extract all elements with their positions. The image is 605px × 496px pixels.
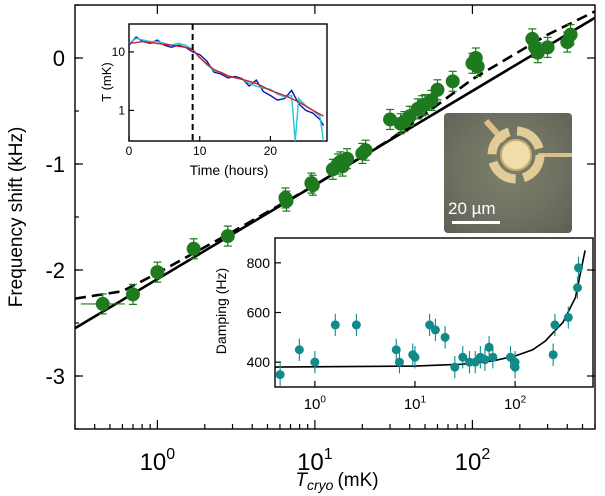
inset1-ylabel: T (mK) <box>99 62 114 101</box>
data-point <box>424 93 439 108</box>
main-xtick-label: 102 <box>455 446 491 476</box>
data-point <box>340 151 355 166</box>
data-point <box>445 74 460 89</box>
inset1-ytick-label: 10 <box>112 45 126 59</box>
inset1-series-line <box>128 40 324 117</box>
inset2-data-point <box>440 332 450 342</box>
main-xtick-label-exp: 0 <box>166 446 175 463</box>
main-ytick-label: -1 <box>45 152 65 177</box>
main-data-points <box>80 24 578 315</box>
inset2-data-point <box>548 350 558 360</box>
inset1-xlabel: Time (hours) <box>190 162 269 178</box>
main-xtick-label: 100 <box>140 446 176 476</box>
inset2-xtick-label-exp: 2 <box>521 394 527 405</box>
inset2-data-point <box>310 357 320 367</box>
inset2-data-point <box>572 283 582 293</box>
inset2-data-point <box>394 357 404 367</box>
inset2-xtick-label-exp: 1 <box>421 394 427 405</box>
main-xtick-label-exp: 1 <box>324 446 333 463</box>
inset-temperature: 0 10 20 1 10 T (mK) Time (hours) <box>99 23 328 178</box>
inset1-series-line <box>128 36 325 126</box>
inset2-ytick-label: 400 <box>247 354 271 370</box>
micrograph-image <box>444 113 572 233</box>
inset1-xtick-label: 20 <box>264 144 278 158</box>
data-point <box>305 178 320 193</box>
data-point <box>563 27 578 42</box>
data-point <box>125 287 140 302</box>
membrane-disk <box>500 139 532 171</box>
inset2-data-point <box>488 352 498 362</box>
inset2-fit-line <box>274 250 586 368</box>
main-xlabel-sub: cryo <box>307 477 334 493</box>
inset2-data-point <box>351 320 361 330</box>
data-point <box>358 143 373 158</box>
inset2-data-point <box>275 370 285 380</box>
inset2-xtick-label: 101 <box>404 394 427 413</box>
inset2-fit-curve <box>274 250 586 368</box>
inset2-data-point <box>294 345 304 355</box>
inset2-data-point <box>330 320 340 330</box>
main-plot: -3-2-10 100 101 102 Frequency shift (kHz) … <box>6 4 596 493</box>
inset1-frame <box>128 23 328 142</box>
inset2-xtick-label: 100 <box>304 394 327 413</box>
main-ytick-label: -3 <box>45 364 65 389</box>
inset2-data-point <box>410 352 420 362</box>
inset2-data-point <box>480 355 490 365</box>
data-point <box>186 241 201 256</box>
inset2-xtick-label-base: 10 <box>404 396 421 413</box>
inset2-data-point <box>458 352 468 362</box>
main-xlabel-var: T <box>295 470 308 491</box>
inset2-data-points <box>275 256 584 386</box>
inset1-series-line <box>128 37 325 142</box>
inset2-data-point <box>510 357 520 367</box>
data-point <box>540 40 555 55</box>
data-point <box>220 229 235 244</box>
inset2-data-point <box>550 320 560 330</box>
inset2-ytick-label: 600 <box>247 305 271 321</box>
main-ytick-label: 0 <box>53 46 65 71</box>
main-y-ticks: -3 -2 -1 0 <box>45 4 595 430</box>
data-point <box>279 194 294 209</box>
inset1-xtick-label: 10 <box>193 144 207 158</box>
inset2-data-point <box>391 345 401 355</box>
inset1-xtick-label: 0 <box>126 144 133 158</box>
inset1-lines <box>128 24 325 142</box>
main-ylabel: Frequency shift (kHz) <box>6 127 27 308</box>
main-x-ticks: 100 101 102 <box>74 5 596 476</box>
fit-line-dashed <box>74 10 596 300</box>
inset1-ytick-label: 1 <box>118 103 125 117</box>
inset2-data-point <box>563 312 573 322</box>
resonator-drawing <box>452 118 572 224</box>
inset2-xtick-label-exp: 0 <box>320 394 326 405</box>
main-xtick-label-exp: 2 <box>481 446 490 463</box>
inset2-xtick-label: 102 <box>504 394 527 413</box>
outer-electrode <box>487 126 545 184</box>
scale-bar-label: 20 µm <box>448 199 496 218</box>
data-point <box>430 82 445 97</box>
data-point <box>150 265 165 280</box>
inset2-xtick-label-base: 10 <box>504 396 521 413</box>
inset2-ylabel: Damping (Hz) <box>213 268 229 354</box>
inset2-xtick-label-base: 10 <box>304 396 321 413</box>
inset2-ytick-label: 800 <box>247 255 271 271</box>
data-point <box>470 59 485 74</box>
main-xtick-label-base: 10 <box>297 449 324 476</box>
inset2-data-point <box>574 263 584 273</box>
scale-bar-line <box>452 221 500 224</box>
main-ytick-label: -2 <box>45 258 65 283</box>
main-xtick-label: 101 <box>297 446 333 476</box>
inset2-data-point <box>450 362 460 372</box>
main-xtick-label-base: 10 <box>140 449 167 476</box>
main-xlabel-unit: (mK) <box>337 470 378 491</box>
main-xlabel: Tcryo (mK) <box>295 470 378 493</box>
inset2-data-point <box>484 342 494 352</box>
inset1-ticks: 0 10 20 1 10 <box>112 45 278 158</box>
inset2-data-point <box>430 325 440 335</box>
data-point <box>383 112 398 127</box>
main-xtick-label-base: 10 <box>455 449 482 476</box>
